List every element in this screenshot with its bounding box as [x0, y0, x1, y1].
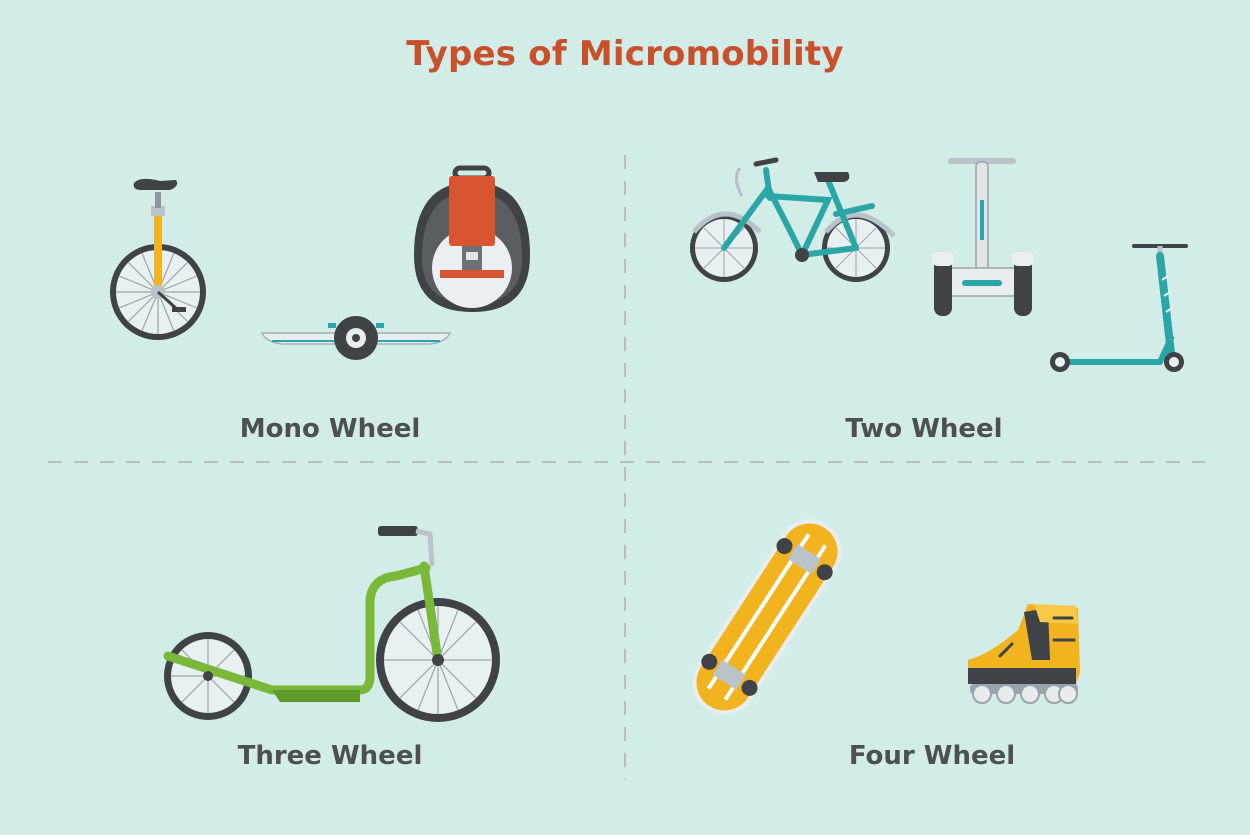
- electric-unicycle-icon: [414, 165, 530, 312]
- page-title: Types of Micromobility: [406, 34, 844, 74]
- label-three-wheel: Three Wheel: [237, 741, 423, 771]
- kickbike-icon: [163, 526, 500, 722]
- quadrant-dividers: [48, 155, 1205, 780]
- kick-scooter-icon: [1050, 244, 1188, 372]
- inline-skate-icon: [968, 604, 1080, 704]
- segway-icon: [932, 158, 1034, 316]
- label-four-wheel: Four Wheel: [848, 741, 1016, 771]
- label-two-wheel: Two Wheel: [845, 414, 1003, 444]
- unicycle-icon: [110, 178, 206, 340]
- onewheel-board-icon: [260, 316, 452, 360]
- label-mono-wheel: Mono Wheel: [239, 414, 421, 444]
- skateboard-icon: [692, 519, 842, 715]
- bicycle-icon: [690, 157, 896, 282]
